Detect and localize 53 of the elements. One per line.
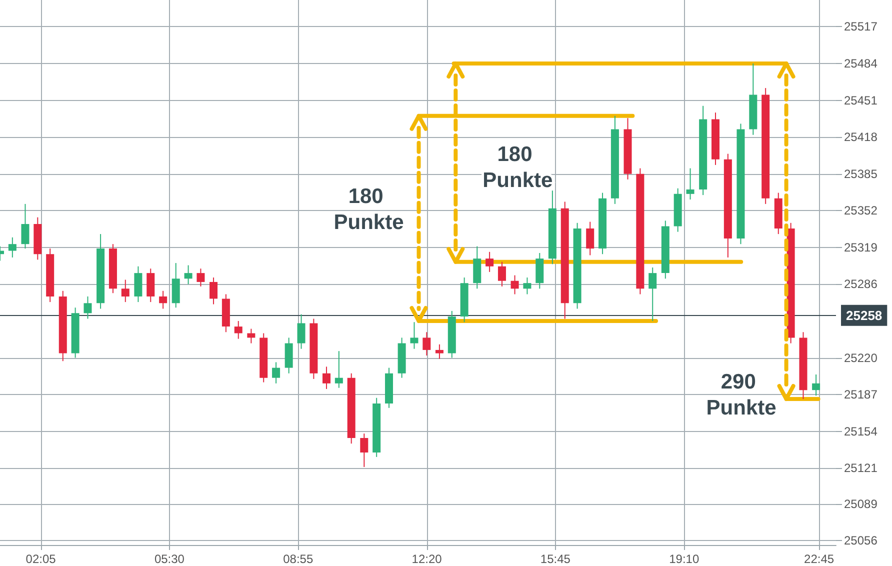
candlestick (322, 366, 330, 390)
candlestick (134, 266, 142, 303)
candlestick (234, 320, 242, 340)
candlestick (586, 221, 594, 256)
y-tick-label: 25484 (844, 56, 878, 71)
y-tick-label: 25517 (844, 20, 878, 34)
candlestick (498, 261, 506, 287)
y-tick-label: 25319 (844, 240, 878, 254)
y-tick-label: 25089 (844, 496, 878, 511)
candlestick (272, 362, 280, 384)
x-tick-label: 08:55 (283, 552, 314, 566)
candlestick (184, 264, 192, 285)
x-tick-label: 02:05 (26, 552, 56, 566)
candlestick (334, 350, 343, 388)
annotation: 290 Punkte (706, 370, 776, 420)
x-tick-label: 19:10 (669, 552, 700, 566)
candlestick (510, 274, 519, 295)
ref-line-label: 25258 (846, 308, 882, 323)
x-tick-label: 15:45 (540, 552, 571, 566)
x-tick-label: 12:20 (412, 552, 442, 566)
y-tick-label: 25286 (844, 277, 878, 292)
candlestick (812, 374, 820, 396)
candlestick (146, 268, 155, 303)
y-tick-label: 25385 (844, 166, 878, 181)
candlestick (84, 296, 92, 320)
candlestick (422, 332, 431, 356)
annotation: 180 Punkte (334, 184, 404, 234)
candlestick (360, 433, 368, 468)
candlestick (523, 277, 532, 295)
candlestick (210, 277, 218, 305)
y-tick-label: 25154 (844, 424, 878, 438)
candlestick (247, 328, 256, 344)
y-tick-label: 25121 (844, 461, 878, 476)
candlestick (121, 279, 130, 303)
candlestick (297, 314, 306, 350)
y-tick-label: 25451 (844, 93, 878, 108)
candlestick (8, 236, 16, 258)
y-tick-label: 25187 (844, 388, 878, 402)
y-tick-label: 25418 (844, 130, 878, 144)
annotation: 180 Punkte (482, 143, 553, 192)
candlestick (159, 290, 168, 310)
candlestick (21, 203, 30, 250)
y-tick-label: 25352 (844, 204, 878, 218)
candlestick (410, 322, 418, 350)
x-tick-label: 22:45 (804, 552, 834, 566)
x-tick-label: 05:30 (154, 552, 185, 566)
candlestick (435, 344, 444, 360)
y-tick-label: 25220 (844, 350, 878, 365)
y-tick-label: 25056 (844, 534, 878, 548)
candlestick (486, 251, 494, 272)
candlestick (648, 266, 657, 322)
candlestick (196, 268, 205, 287)
candlestick (686, 168, 694, 200)
